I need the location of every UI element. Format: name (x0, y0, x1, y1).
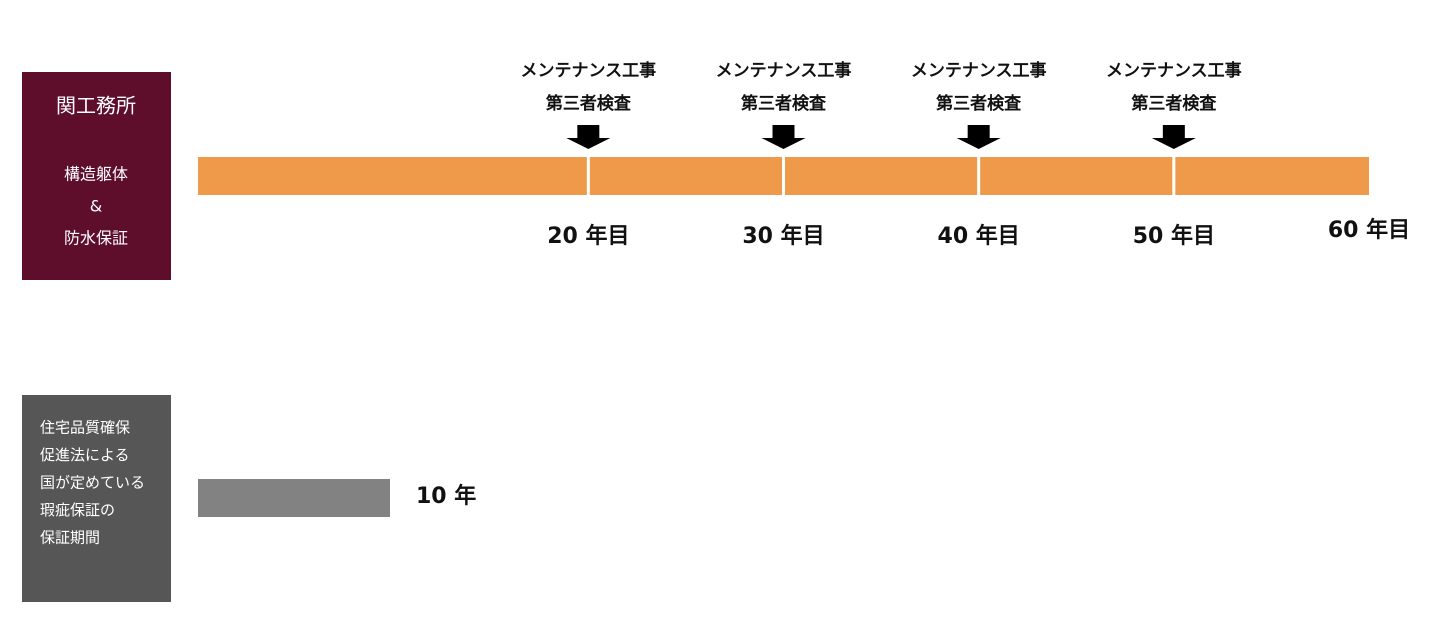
work-label: メンテナンス工事 (520, 61, 656, 81)
warranty-bar (198, 479, 390, 517)
arrow (761, 125, 806, 149)
work-label: メンテナンス工事 (1106, 61, 1242, 81)
arrow (566, 125, 611, 149)
year-label: 40 年目 (938, 223, 1020, 249)
arrow (956, 125, 1001, 149)
warranty-line: 促進法による (40, 446, 130, 464)
inspection-label: 第三者検査 (545, 93, 632, 114)
year-label: 30 年目 (742, 223, 824, 249)
segment-divider (782, 155, 785, 197)
end-label: 60 年目 (1328, 217, 1410, 243)
structure-line: 防水保証 (64, 229, 128, 248)
warranty-bar-label: 10 年 (416, 483, 476, 509)
work-label: メンテナンス工事 (911, 61, 1047, 81)
inspection-label: 第三者検査 (1130, 93, 1217, 114)
warranty-box (22, 395, 171, 602)
structure-line: 構造躯体 (64, 165, 128, 184)
warranty-line: 瑕疵保証の (40, 501, 115, 519)
warranty-line: 住宅品質確保 (40, 419, 130, 437)
warranty-line: 国が定めている (40, 474, 145, 492)
structure-title: 関工務所 (56, 94, 136, 118)
structure-box (22, 72, 171, 280)
year-label: 20 年目 (547, 223, 629, 249)
segment-divider (1172, 155, 1176, 197)
segment-divider (977, 155, 981, 197)
segment-divider (586, 155, 590, 197)
work-label: メンテナンス工事 (716, 61, 852, 81)
inspection-label: 第三者検査 (935, 93, 1022, 114)
arrow (1151, 125, 1196, 149)
warranty-line: 保証期間 (40, 529, 100, 547)
structure-line: & (90, 197, 102, 216)
inspection-label: 第三者検査 (740, 93, 827, 114)
year-label: 50 年目 (1133, 223, 1215, 249)
